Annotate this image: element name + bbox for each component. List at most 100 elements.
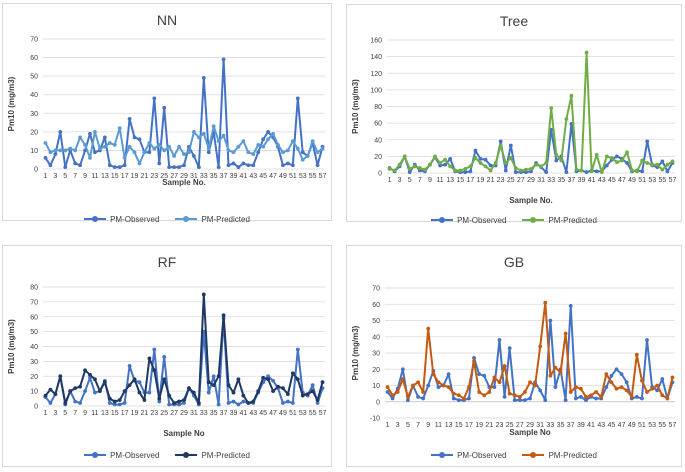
- x-tick-label: 41: [588, 177, 596, 184]
- data-point-pm-predicted: [487, 390, 492, 394]
- x-tick-label: 9: [83, 173, 87, 180]
- x-tick-label: 47: [618, 422, 626, 429]
- data-point-pm-observed: [63, 165, 68, 170]
- x-tick-label: 11: [436, 177, 443, 184]
- x-tick-label: 13: [101, 173, 109, 180]
- x-tick-label: 7: [73, 410, 77, 417]
- chart-panel-rf: RF 0 10 20 30 40 50 60 70 80 1 3 5 7 9 11 13 15 17 19 21 23 25…: [2, 245, 332, 467]
- data-point-pm-predicted: [107, 141, 112, 145]
- data-point-pm-observed: [421, 396, 426, 401]
- data-point-pm-observed: [167, 165, 172, 170]
- data-point-pm-observed: [122, 163, 127, 168]
- data-point-pm-predicted: [162, 148, 167, 153]
- data-point-pm-predicted: [43, 141, 48, 145]
- data-point-pm-predicted: [211, 124, 216, 129]
- y-tick-label: 70: [30, 299, 38, 306]
- x-tick-label: 53: [299, 410, 307, 417]
- x-tick-label: 27: [516, 422, 524, 429]
- data-point-pm-predicted: [157, 142, 162, 147]
- y-tick-label: 60: [30, 55, 38, 62]
- series-line-pm-predicted: [389, 51, 674, 174]
- data-point-pm-observed: [137, 137, 142, 142]
- data-point-pm-predicted: [594, 390, 599, 394]
- legend-item-pm-predicted: PM-Predicted: [175, 215, 250, 224]
- data-point-pm-predicted: [578, 386, 583, 391]
- data-point-pm-observed: [162, 105, 167, 110]
- data-point-pm-observed: [102, 135, 107, 140]
- data-point-pm-predicted: [589, 169, 594, 174]
- chart-title: Tree: [499, 13, 529, 29]
- y-tick-label: 140: [370, 54, 382, 61]
- data-point-pm-observed: [640, 396, 644, 401]
- data-point-pm-predicted: [137, 161, 142, 166]
- data-point-pm-predicted: [640, 378, 644, 383]
- data-point-pm-predicted: [241, 139, 246, 144]
- data-point-pm-observed: [73, 399, 78, 404]
- data-point-pm-predicted: [132, 377, 137, 382]
- data-point-pm-predicted: [162, 377, 167, 382]
- data-point-pm-predicted: [385, 385, 390, 390]
- x-tick-label: 15: [456, 177, 464, 184]
- data-point-pm-predicted: [290, 139, 295, 144]
- x-tick-label: 31: [537, 177, 545, 184]
- data-point-pm-predicted: [187, 386, 191, 391]
- data-point-pm-observed: [271, 378, 275, 383]
- y-tick-label: 60: [30, 314, 38, 321]
- data-point-pm-predicted: [584, 50, 589, 55]
- data-point-pm-observed: [451, 396, 456, 401]
- data-point-pm-observed: [554, 158, 559, 163]
- data-point-pm-predicted: [436, 380, 441, 385]
- data-point-pm-observed: [256, 150, 261, 155]
- data-point-pm-predicted: [117, 126, 122, 131]
- data-point-pm-predicted: [400, 377, 405, 381]
- data-point-pm-predicted: [563, 331, 568, 336]
- x-tick-label: 23: [150, 173, 158, 180]
- data-point-pm-predicted: [58, 374, 63, 379]
- data-point-pm-predicted: [463, 166, 468, 171]
- data-point-pm-predicted: [177, 399, 181, 404]
- data-point-pm-observed: [48, 401, 53, 405]
- data-point-pm-predicted: [88, 155, 92, 160]
- data-point-pm-predicted: [619, 385, 624, 390]
- data-point-pm-predicted: [488, 168, 493, 173]
- data-point-pm-observed: [117, 402, 122, 407]
- data-point-pm-predicted: [492, 375, 497, 380]
- data-point-pm-predicted: [147, 141, 152, 145]
- data-point-pm-observed: [216, 165, 221, 170]
- data-point-pm-predicted: [206, 380, 211, 385]
- x-axis-label: Sample No: [509, 428, 550, 437]
- data-point-pm-observed: [182, 163, 186, 168]
- x-tick-label: 41: [239, 173, 247, 180]
- data-point-pm-predicted: [558, 370, 563, 375]
- data-point-pm-predicted: [553, 365, 558, 370]
- data-point-pm-observed: [93, 150, 97, 155]
- data-point-pm-observed: [497, 338, 502, 342]
- data-point-pm-predicted: [73, 386, 78, 391]
- data-point-pm-predicted: [83, 368, 87, 373]
- chart-legend: PM-Observed PM-Predicted: [3, 449, 331, 460]
- x-tick-label: 43: [249, 173, 257, 180]
- x-tick-label: 51: [638, 177, 646, 184]
- data-point-pm-observed: [157, 161, 162, 166]
- legend-label: PM-Observed: [110, 450, 160, 460]
- y-tick-label: 80: [30, 285, 38, 292]
- x-tick-label: 19: [475, 422, 483, 429]
- data-point-pm-predicted: [421, 390, 426, 394]
- x-tick-label: 41: [587, 422, 595, 429]
- data-point-pm-observed: [93, 390, 97, 395]
- data-point-pm-predicted: [97, 146, 102, 151]
- data-point-pm-observed: [448, 156, 453, 161]
- data-point-pm-predicted: [503, 161, 508, 165]
- data-point-pm-predicted: [604, 372, 609, 377]
- x-tick-label: 19: [131, 173, 139, 180]
- legend-swatch: [522, 217, 545, 223]
- x-tick-label: 15: [455, 422, 463, 429]
- x-axis-label: Sample No.: [509, 196, 553, 205]
- data-point-pm-observed: [594, 169, 599, 174]
- legend-item-pm-observed: PM-Observed: [431, 451, 506, 460]
- data-point-pm-predicted: [640, 158, 645, 163]
- data-point-pm-observed: [196, 165, 201, 170]
- y-axis-label: Pm10 (mg/m3): [351, 325, 360, 380]
- data-point-pm-observed: [578, 394, 583, 399]
